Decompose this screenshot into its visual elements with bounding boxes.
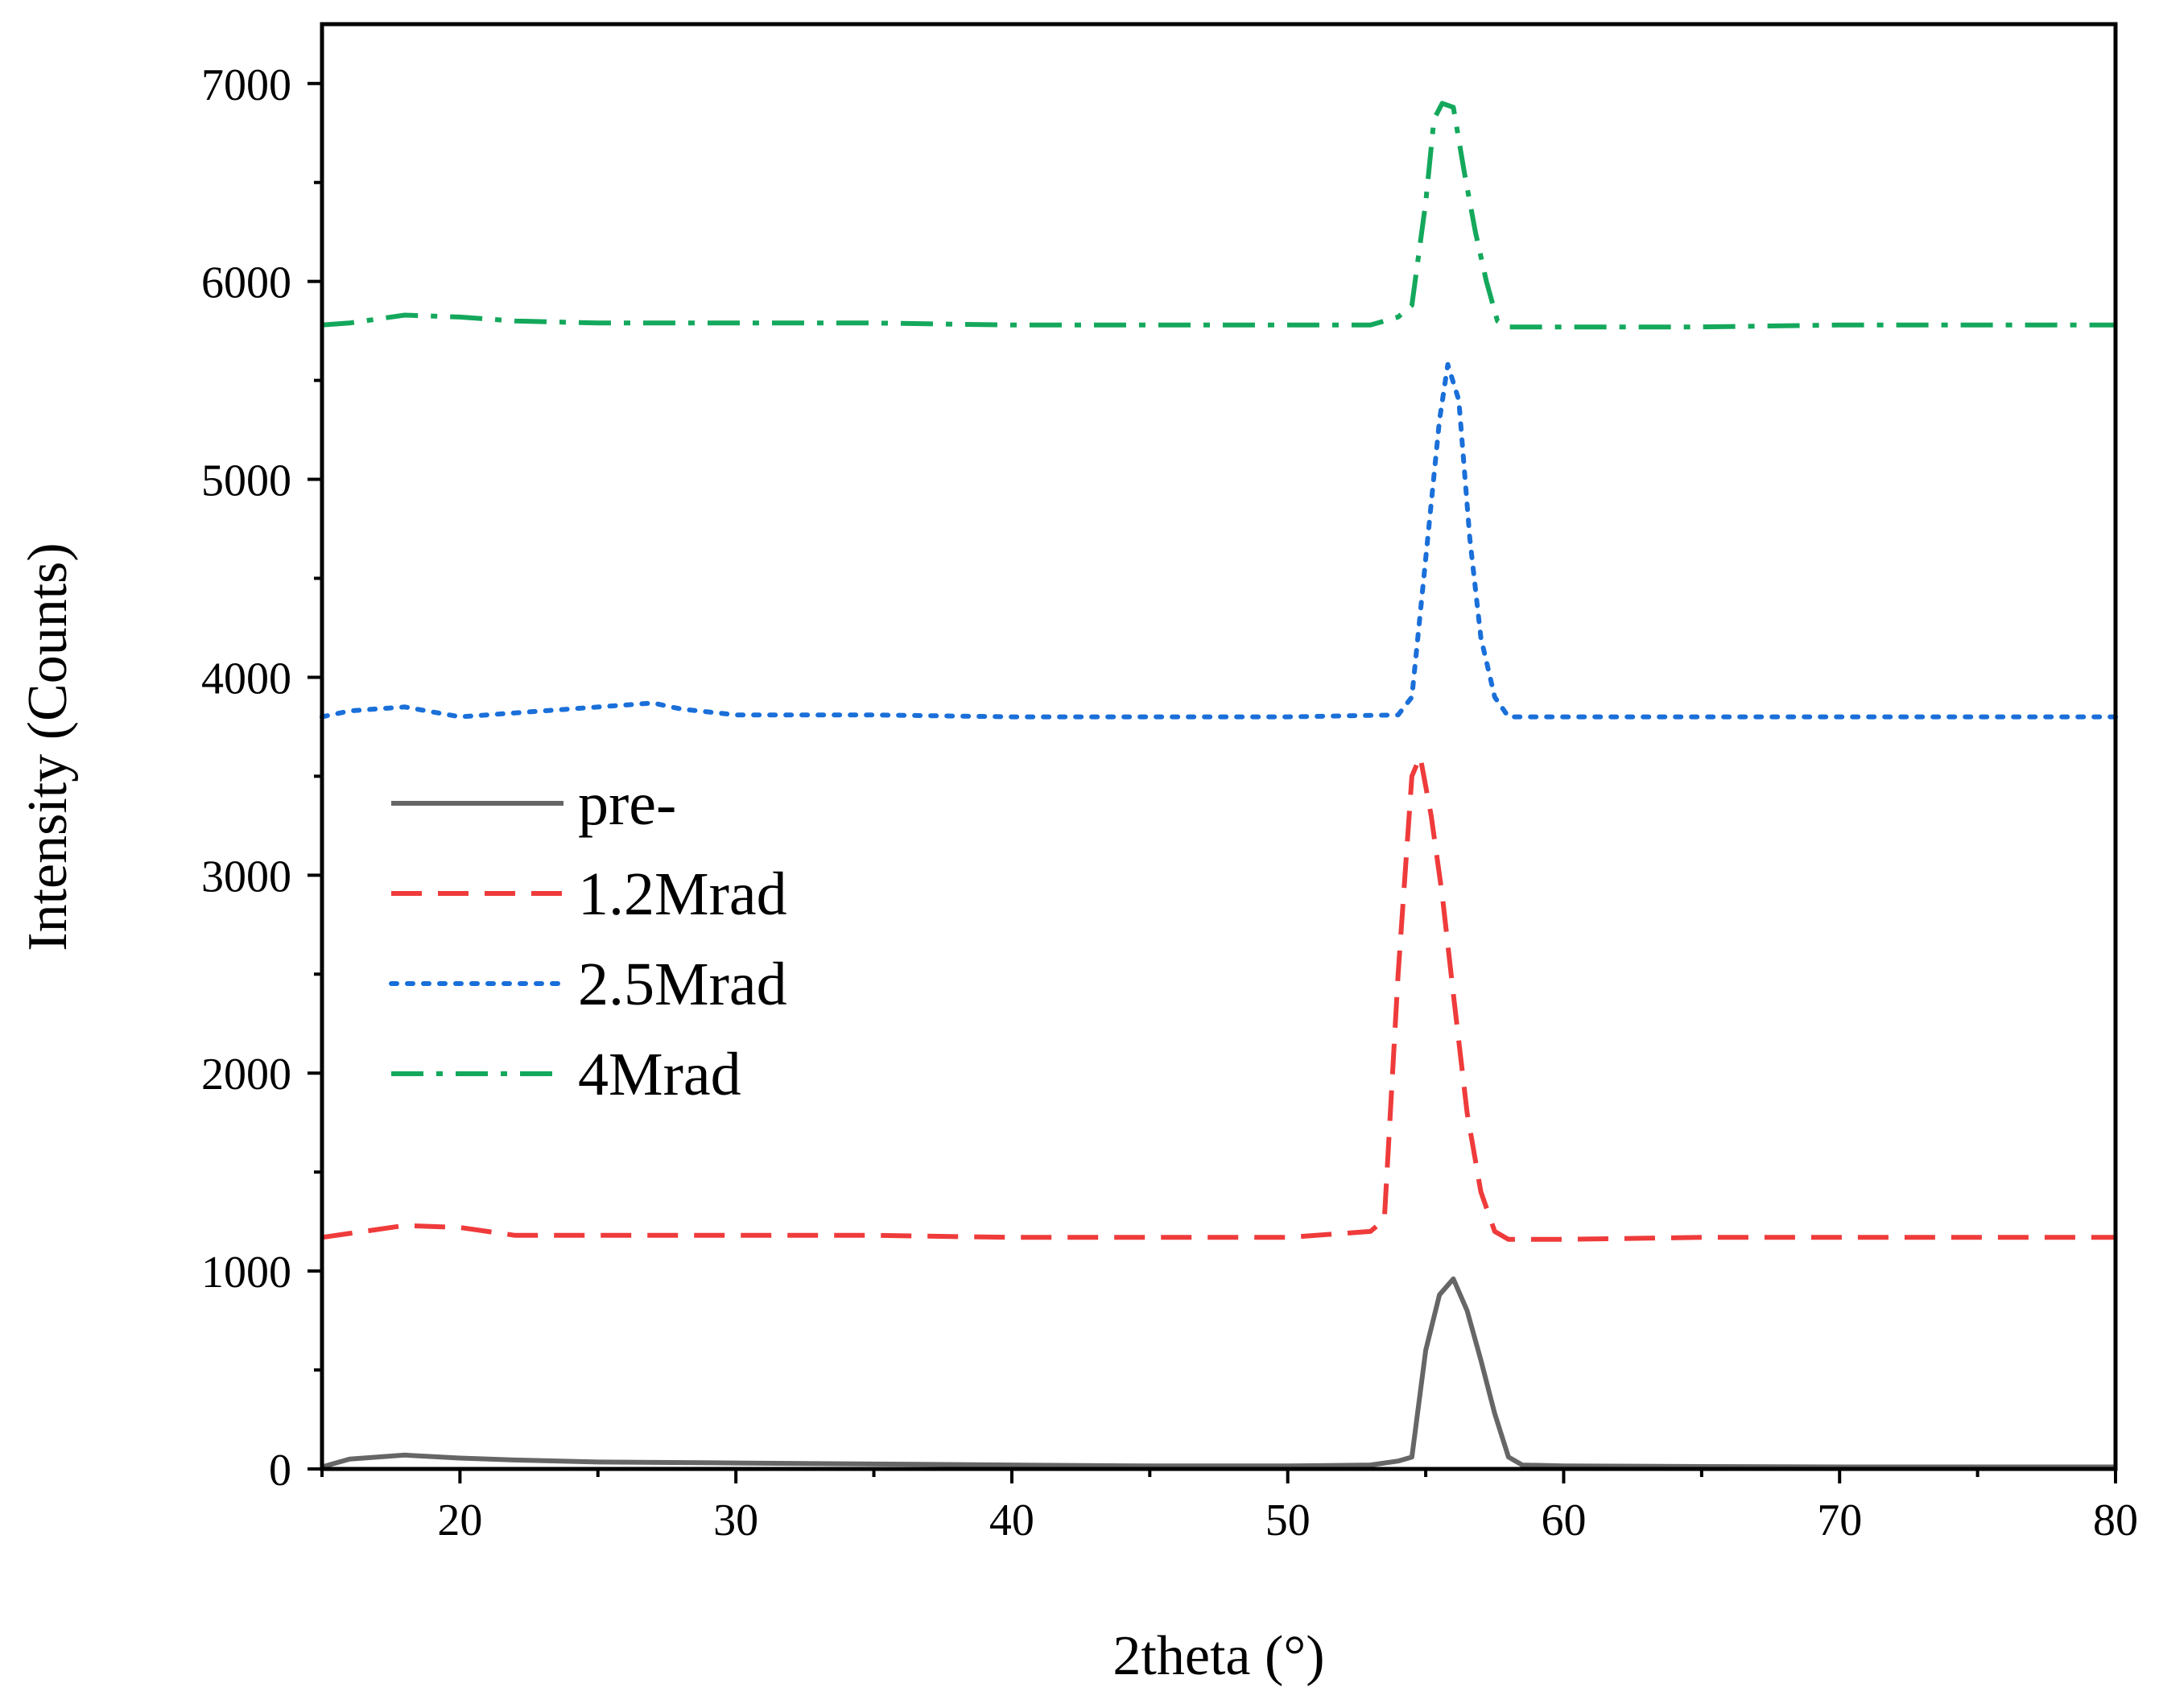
y-tick-label: 1000 [201,1248,291,1298]
legend-label: pre- [578,770,676,838]
y-tick-label: 2000 [201,1050,291,1099]
y-axis-title: Intensity (Counts) [17,543,79,951]
x-tick-label: 70 [1817,1496,1862,1545]
series-line-pre [321,1276,2116,1470]
x-tick-label: 80 [2093,1496,2138,1545]
legend-label: 1.2Mrad [578,860,787,928]
x-tick-label: 30 [713,1496,758,1545]
plot-frame [320,22,2118,1471]
y-axis: 0 1000 2000 3000 4000 5000 6000 7000 [201,60,322,1496]
x-tick-label: 60 [1541,1496,1586,1545]
legend: pre- 1.2Mrad 2.5Mrad 4Mrad [389,770,787,1108]
x-axis-title: 2theta (°) [1113,1625,1324,1687]
series-line-2-5mrad [320,361,2118,720]
y-tick-label: 0 [269,1446,291,1496]
y-tick-label: 6000 [201,258,291,308]
x-tick-label: 40 [989,1496,1034,1545]
y-tick-label: 3000 [201,852,291,901]
y-tick-label: 7000 [201,60,291,110]
y-tick-label: 5000 [201,456,291,506]
x-axis: 20 30 40 50 60 70 80 [320,1469,2138,1545]
series-line-1-2mrad [321,753,2116,1242]
legend-label: 4Mrad [578,1041,741,1108]
x-tick-label: 20 [437,1496,482,1545]
legend-label: 2.5Mrad [578,951,787,1018]
plot-background [322,24,2116,1469]
series-line-4mrad [321,101,2116,330]
series-layer [320,101,2118,1470]
y-tick-label: 4000 [201,654,291,703]
x-tick-label: 50 [1265,1496,1311,1545]
